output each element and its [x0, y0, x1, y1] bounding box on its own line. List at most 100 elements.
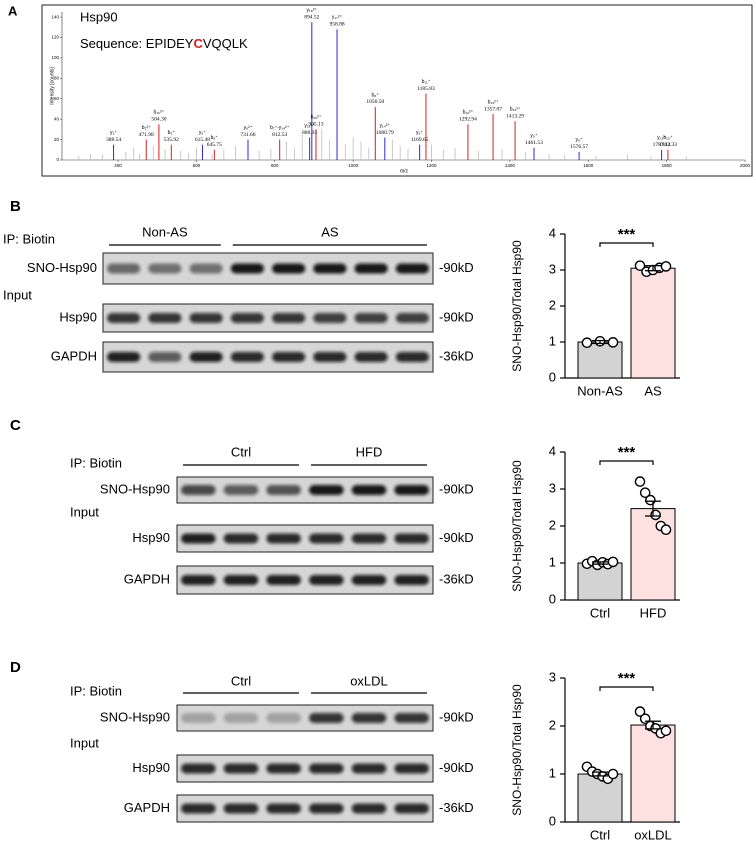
peak-name: b₁₅⁺ [663, 135, 672, 141]
x-axis-label: m/z [400, 168, 409, 174]
peak-mz: 812.53 [272, 132, 287, 138]
y-tick-label: 0 [56, 157, 59, 162]
y-tick-label: 4 [549, 443, 556, 458]
blot-band [351, 763, 387, 774]
peak-mz: 958.88 [329, 22, 344, 28]
peak-mz: 731.66 [240, 132, 255, 138]
peak-name: b₁₃²⁺ [488, 99, 499, 105]
peak-mz: 894.52 [304, 14, 319, 20]
row-label: GAPDH [124, 800, 170, 815]
y-tick-label: 120 [51, 35, 59, 40]
peak-mz: 1056.50 [366, 99, 384, 105]
blot-band [107, 352, 141, 362]
blot-band [107, 263, 141, 274]
peak-mz: 645.75 [207, 142, 222, 148]
row-label: SNO-Hsp90 [100, 481, 170, 496]
blot-band [148, 313, 182, 323]
y-axis-label: SNO-Hsp90/Total Hsp90 [510, 240, 524, 372]
peak-name: y₅⁺ [530, 133, 538, 139]
error-bar [592, 771, 608, 777]
blot [176, 754, 434, 783]
blot-band [394, 713, 429, 723]
significance-label: *** [618, 226, 636, 243]
x-tick-label: 800 [271, 163, 279, 168]
x-tick-label: Ctrl [590, 827, 610, 842]
blot-band [148, 263, 182, 274]
blot-band [395, 313, 429, 323]
peak-mz: 1357.07 [484, 106, 502, 112]
x-tick-label: 1800 [662, 163, 673, 168]
blot-band [394, 575, 429, 585]
peak-name: b₇⁺-y₁₄²⁺ [270, 125, 290, 131]
row-label: GAPDH [124, 571, 170, 586]
input-label: Input [3, 287, 32, 302]
blot-band [181, 803, 216, 814]
sequence-site: C [193, 36, 203, 51]
peak-name: y₁₇²⁺ [332, 15, 343, 21]
peak-mz: 1080.79 [376, 130, 394, 136]
blot-band [230, 263, 264, 274]
size-label: -36kD [439, 348, 474, 363]
x-tick-label: 1600 [583, 163, 594, 168]
blot-band [230, 313, 264, 323]
peak-mz: 471.98 [139, 132, 154, 138]
data-point [581, 337, 593, 349]
data-point [634, 260, 646, 271]
blot-band [272, 263, 306, 274]
x-tick-label: 2000 [740, 163, 751, 168]
size-label: -90kD [439, 309, 474, 324]
blot-band [395, 352, 429, 362]
row-label: SNO-Hsp90 [100, 709, 170, 724]
peak-name: y₉⁺ [416, 130, 423, 136]
significance-bracket [599, 460, 654, 465]
significance-label: *** [618, 444, 636, 461]
error-bar [645, 720, 661, 730]
y-tick-label: 3 [549, 261, 556, 276]
bar [630, 267, 676, 379]
group-label: oxLDL [350, 673, 388, 688]
blot-band [394, 763, 429, 774]
significance-bracket [599, 242, 654, 247]
peak-mz: 1169.65 [411, 137, 429, 143]
peak-name: b₁₂²⁺ [463, 110, 474, 116]
blot [176, 524, 434, 553]
peak-name: b₆⁺ [211, 135, 219, 141]
y-tick-label: 2 [549, 517, 556, 532]
blot-band [181, 713, 216, 723]
y-tick-label: 0 [549, 369, 556, 384]
panel-label: B [10, 198, 21, 215]
peak-mz: 615.48 [195, 137, 210, 143]
y-axis-label: SNO-Hsp90/Total Hsp90 [510, 684, 524, 816]
peak-name: b₁₆²⁺ [311, 115, 322, 121]
bar [577, 773, 623, 823]
group-label: Ctrl [231, 444, 251, 459]
peak-name: b₁₁⁺ [422, 79, 431, 85]
blot-band [266, 713, 301, 723]
blot-band [309, 763, 344, 774]
size-label: -90kD [439, 530, 474, 545]
peak-mz: 1803.33 [659, 142, 677, 148]
group-label: AS [321, 224, 339, 239]
peak-name: b₁₀²⁺ [153, 110, 164, 116]
x-tick-label: Non-AS [577, 383, 623, 398]
peak-mz: 535.92 [164, 137, 179, 143]
x-tick-label: oxLDL [634, 827, 672, 842]
y-tick-label: 3 [549, 480, 556, 495]
y-tick-label: 4 [549, 225, 556, 240]
x-tick-label: 1000 [348, 163, 359, 168]
blot-band [189, 352, 223, 362]
blot-band [354, 263, 388, 274]
blot-band [354, 352, 388, 362]
x-tick-label: 600 [193, 163, 201, 168]
y-tick-label: 2 [549, 717, 556, 732]
peak-mz: 1185.83 [417, 86, 435, 92]
blot-band [351, 485, 387, 495]
data-point [660, 261, 672, 272]
peak-name: b₅⁺ [168, 130, 176, 136]
y-tick-label: 2 [549, 297, 556, 312]
panel-label: A [8, 3, 18, 18]
blot-band [107, 313, 141, 323]
error-bar [645, 500, 661, 517]
group-label: Ctrl [231, 673, 251, 688]
